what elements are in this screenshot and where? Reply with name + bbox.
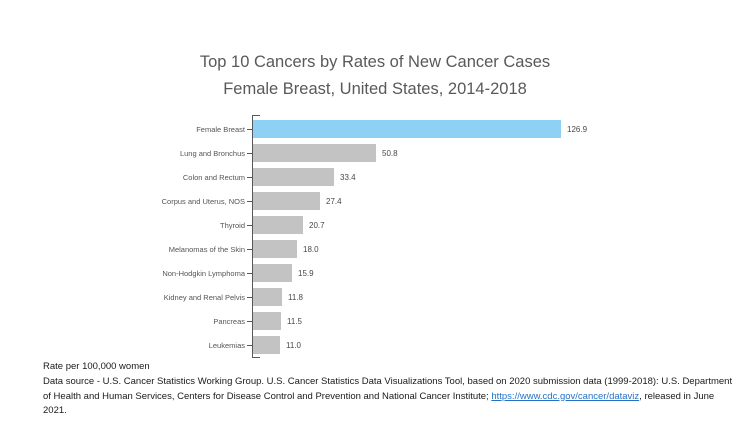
axis-tick xyxy=(247,200,252,202)
value-label: 50.8 xyxy=(382,148,398,158)
category-label: Pancreas xyxy=(213,316,245,326)
axis-tick xyxy=(247,176,252,178)
axis-tick xyxy=(247,152,252,154)
value-label: 18.0 xyxy=(303,244,319,254)
bar-row: Melanomas of the Skin 18.0 xyxy=(0,237,750,261)
bar-row: Female Breast 126.9 xyxy=(0,117,750,141)
value-label: 11.5 xyxy=(287,316,302,326)
bar xyxy=(253,120,561,138)
bar-rows: Female Breast 126.9 Lung and Bronchus 50.8 C… xyxy=(0,117,750,357)
y-axis-top-cap xyxy=(252,115,260,116)
data-source-note: Data source - U.S. Cancer Statistics Wor… xyxy=(43,375,733,419)
value-label: 27.4 xyxy=(326,196,342,206)
value-label: 11.0 xyxy=(286,340,301,350)
category-label: Lung and Bronchus xyxy=(179,148,245,158)
axis-tick xyxy=(247,344,252,346)
bar xyxy=(253,144,376,162)
data-source-suffix: , released in June 2021. xyxy=(43,390,715,417)
data-source-text: Data source - U.S. Cancer Statistics Wor… xyxy=(43,376,733,402)
bar-row: Leukemias 11.0 xyxy=(0,333,750,357)
y-axis-line xyxy=(252,115,253,358)
bar xyxy=(253,192,320,210)
category-label: Female Breast xyxy=(196,124,245,134)
category-label: Leukemias xyxy=(208,340,245,350)
value-label: 15.9 xyxy=(298,268,314,278)
value-label: 126.9 xyxy=(567,124,588,134)
rate-note: Rate per 100,000 women xyxy=(43,361,150,372)
category-label: Corpus and Uterus, NOS xyxy=(161,196,245,206)
category-label: Kidney and Renal Pelvis xyxy=(163,292,245,302)
category-label: Non-Hodgkin Lymphoma xyxy=(162,268,245,278)
axis-tick xyxy=(247,224,252,226)
y-axis-bottom-cap xyxy=(252,357,260,358)
axis-tick xyxy=(247,128,252,130)
axis-tick xyxy=(247,248,252,250)
chart-title-line2: Female Breast, United States, 2014-2018 xyxy=(223,80,527,98)
dataviz-link[interactable]: https://www.cdc.gov/cancer/dataviz xyxy=(491,390,640,402)
bar xyxy=(253,216,303,234)
bar xyxy=(253,288,282,306)
axis-tick xyxy=(247,296,252,298)
category-label: Thyroid xyxy=(219,220,245,230)
axis-tick xyxy=(247,320,252,322)
bar-row: Non-Hodgkin Lymphoma 15.9 xyxy=(0,261,750,285)
value-label: 11.8 xyxy=(288,292,303,302)
axis-tick xyxy=(247,272,252,274)
bar xyxy=(253,168,334,186)
bar-row: Lung and Bronchus 50.8 xyxy=(0,141,750,165)
chart-title: Top 10 Cancers by Rates of New Cancer Ca… xyxy=(0,49,750,103)
bar xyxy=(253,240,297,258)
value-label: 20.7 xyxy=(309,220,325,230)
bar-row: Pancreas 11.5 xyxy=(0,309,750,333)
bar xyxy=(253,336,280,354)
value-label: 33.4 xyxy=(340,172,356,182)
bar-row: Colon and Rectum 33.4 xyxy=(0,165,750,189)
bar-row: Corpus and Uterus, NOS 27.4 xyxy=(0,189,750,213)
chart-title-line1: Top 10 Cancers by Rates of New Cancer Ca… xyxy=(199,53,551,71)
bar xyxy=(253,264,292,282)
bar-row: Kidney and Renal Pelvis 11.8 xyxy=(0,285,750,309)
bar-row: Thyroid 20.7 xyxy=(0,213,750,237)
category-label: Melanomas of the Skin xyxy=(168,244,245,254)
category-label: Colon and Rectum xyxy=(182,172,245,182)
bar xyxy=(253,312,281,330)
